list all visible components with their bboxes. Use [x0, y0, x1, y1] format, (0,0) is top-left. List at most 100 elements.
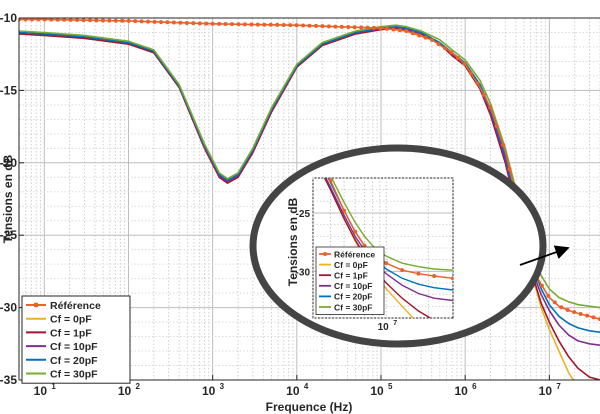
inset-legend-label: Cf = 20pF	[334, 292, 373, 302]
x-tick-exponent: 7	[556, 382, 561, 391]
series-marker	[152, 19, 157, 24]
y-tick-label: -25	[0, 228, 17, 242]
x-tick-label: 10	[539, 384, 553, 398]
series-marker	[242, 22, 247, 27]
series-lines	[19, 18, 600, 380]
series-marker	[565, 308, 570, 313]
legend-label: Cf = 0pF	[50, 314, 92, 326]
series-marker	[107, 18, 112, 23]
series-marker	[372, 25, 377, 30]
y-tick-label: -10	[0, 11, 17, 25]
series-marker	[197, 21, 202, 26]
series-marker	[88, 18, 93, 23]
inset-legend-box	[315, 246, 385, 315]
x-tick-label: 10	[202, 384, 216, 398]
series-marker	[307, 23, 312, 28]
inset-legend-label: Cf = 1pF	[334, 271, 368, 281]
inset-legend-label: Référence	[334, 249, 375, 259]
inset-legend-label: Cf = 10pF	[334, 281, 373, 291]
x-tick-exponent: 3	[220, 382, 225, 391]
series-marker	[55, 18, 60, 22]
series-marker	[217, 21, 222, 26]
y-axis-label: Tensions en dB	[1, 154, 15, 243]
series-marker	[268, 22, 273, 27]
inset-series-line	[328, 178, 453, 280]
series-marker	[171, 20, 176, 25]
y-tick-label: -20	[0, 156, 17, 170]
series-marker	[36, 18, 41, 22]
series-marker	[475, 81, 480, 86]
series-marker	[249, 22, 254, 27]
series-marker	[100, 18, 105, 23]
series-marker	[378, 26, 383, 31]
series-marker	[81, 18, 86, 23]
x-tick-exponent: 5	[388, 382, 393, 391]
series-marker	[68, 18, 73, 22]
series-marker	[62, 18, 67, 22]
inset-series-marker	[353, 229, 358, 234]
series-marker	[591, 315, 596, 320]
series-marker	[255, 22, 260, 27]
series-marker	[359, 25, 364, 30]
series-marker	[346, 25, 351, 30]
series-marker	[397, 28, 402, 33]
series-marker	[288, 23, 293, 28]
legend-box	[21, 295, 131, 384]
inset-series-marker	[384, 261, 389, 266]
series-marker	[333, 24, 338, 29]
series-marker	[210, 21, 215, 26]
legend-label: Cf = 1pF	[50, 327, 92, 339]
inset-y-axis-label: Tensions en dB	[286, 197, 300, 286]
x-tick-exponent: 1	[51, 382, 56, 391]
series-marker	[417, 33, 422, 38]
series-marker	[494, 123, 499, 128]
series-marker	[236, 22, 241, 27]
series-marker	[365, 25, 370, 30]
series-marker	[384, 26, 389, 31]
series-marker	[120, 18, 125, 23]
series-marker	[572, 310, 577, 315]
inset-y-tick-label: -25	[296, 209, 311, 220]
series-marker	[552, 300, 557, 305]
series-marker	[578, 312, 583, 317]
series-marker	[139, 19, 144, 24]
series-marker	[113, 18, 118, 23]
series-marker	[326, 24, 331, 29]
series-marker	[126, 18, 131, 23]
series-marker	[42, 18, 47, 22]
series-marker	[178, 20, 183, 25]
series-marker	[404, 29, 409, 34]
series-marker	[230, 22, 235, 27]
y-tick-label: -35	[0, 373, 17, 387]
y-tick-labels: -10 -15 -20 -25 -30 -35	[0, 11, 24, 387]
series-marker	[275, 22, 280, 27]
series-marker	[133, 19, 138, 24]
series-marker	[391, 27, 396, 32]
zoom-arrow	[519, 245, 570, 266]
inset-series-marker	[432, 274, 437, 278]
inset-series-marker	[416, 271, 421, 276]
legend-label: Cf = 20pF	[50, 355, 98, 367]
series-marker	[488, 105, 493, 110]
series-marker	[313, 23, 318, 28]
legend-label: Cf = 30pF	[50, 369, 98, 381]
inset-series-marker	[400, 268, 405, 273]
series-marker	[468, 71, 473, 76]
legend-label: Référence	[50, 300, 101, 312]
series-marker	[539, 283, 544, 288]
series-marker	[184, 20, 189, 25]
inset-series-marker	[451, 276, 453, 281]
x-tick-exponent: 6	[472, 382, 477, 391]
series-marker	[146, 19, 151, 24]
x-tick-exponent: 4	[304, 382, 309, 391]
series-marker	[165, 20, 170, 25]
series-marker	[430, 38, 435, 43]
inset-legend-label: Cf = 30pF	[334, 302, 373, 312]
series-marker	[559, 305, 564, 310]
series-marker	[94, 18, 99, 23]
y-tick-label: -30	[0, 301, 17, 315]
series-marker	[585, 313, 590, 318]
series-marker	[223, 22, 228, 27]
